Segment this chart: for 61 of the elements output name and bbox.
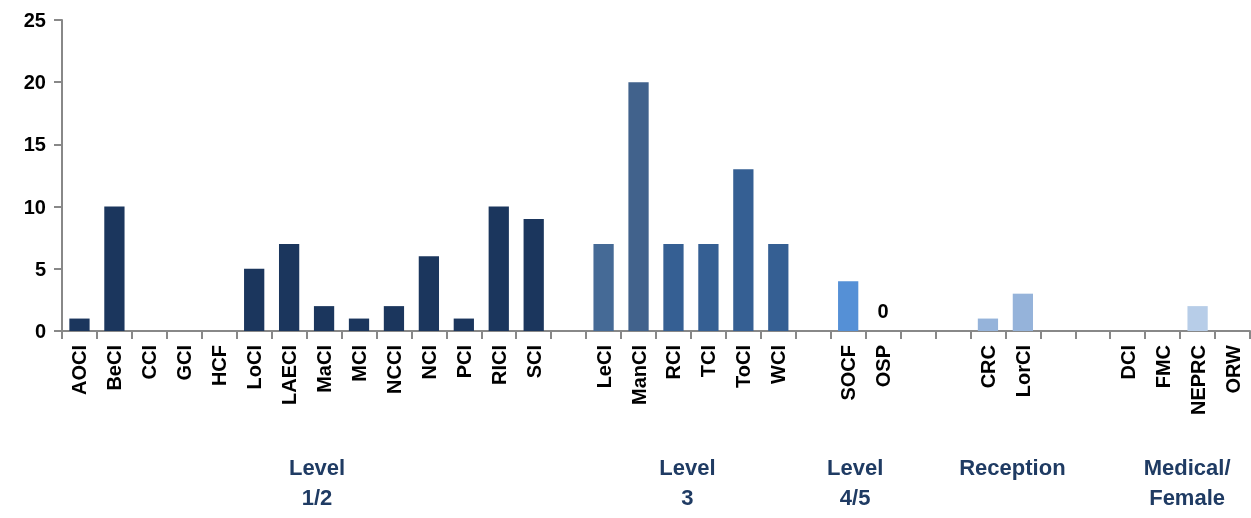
x-tick-label: AOCI [68,345,91,395]
x-tick-label: LeCI [592,345,615,389]
bar [593,243,614,331]
bar [523,219,544,331]
data-label: 0 [877,300,889,322]
x-tick-label: MaCI [313,345,336,393]
x-tick-label: SOCF [837,345,860,401]
x-tick-label: PCI [452,345,475,379]
y-tick-label: 10 [23,195,46,218]
bar [733,169,754,331]
text: Reception [959,454,1066,480]
x-tick-label: RICI [487,345,510,385]
x-tick-label: RCI [662,345,685,380]
bar [768,243,789,331]
bar [1012,293,1034,331]
y-tick-label: 25 [23,9,46,31]
bar [1187,306,1208,331]
x-tick-label: LAECI [278,345,301,405]
x-tick-label: CCI [138,345,161,380]
x-tick-label: ORW [1221,344,1244,394]
x-tick-label: LorCI [1011,345,1034,398]
x-tick-label: ToCI [732,345,755,388]
bar [663,243,684,331]
bar [628,82,649,331]
x-tick-label: NEPRC [1186,345,1209,416]
x-tick-label: LoCI [243,345,266,390]
x-tick-label: ManCI [627,345,650,405]
y-tick-label: 5 [34,257,46,280]
bar [69,318,90,331]
bar [698,243,719,331]
y-tick-label: 20 [23,71,46,94]
bar [418,256,440,331]
x-tick-label: GCI [173,345,196,381]
bar [348,318,370,331]
bar [977,318,999,331]
bar [278,243,300,331]
bar [313,306,335,331]
x-tick-label: CRC [976,345,999,389]
bar [383,306,405,331]
text: Level 1/2 [288,454,346,510]
x-tick-label: MCI [348,345,370,382]
x-tick-label: TCI [697,345,720,378]
x-tick-label: NCCI [382,345,405,394]
text: Medical/ Female [1143,454,1231,510]
x-tick-label: BeCI [103,345,126,391]
x-tick-label: OSP [872,345,895,388]
bar [838,281,859,331]
x-tick-label: WCI [767,345,790,384]
text: Level 4/5 [827,454,884,510]
x-tick-label: SCI [522,345,545,379]
bar [488,206,509,331]
y-tick-label: 0 [34,320,46,342]
x-tick-label: FMC [1151,345,1174,389]
x-tick-label: DCI [1116,345,1139,380]
bar [244,268,265,331]
bar [453,318,474,331]
y-tick-label: 15 [23,133,46,156]
x-tick-label: HCF [208,345,231,387]
x-tick-label: NCI [417,345,440,380]
text: Level 3 [659,454,716,510]
bar [104,206,125,331]
